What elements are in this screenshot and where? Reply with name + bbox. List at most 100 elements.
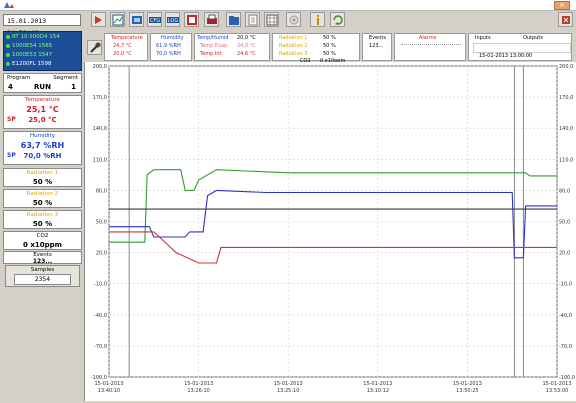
device-list[interactable]: RT 10.500D4 154 1000E54 1565 1000E53 154… bbox=[3, 31, 82, 71]
series-line-0 bbox=[109, 169, 557, 243]
humidity-value: 63,7 %RH bbox=[20, 141, 65, 150]
start-icon bbox=[95, 16, 102, 24]
samples-value: 2354 bbox=[14, 274, 71, 285]
y-tick-label-right: -100,0 bbox=[559, 375, 575, 381]
line-chart[interactable]: 200,0 200,0 170,0 170,0 140,0 140,0 110,0 110,0… bbox=[85, 62, 576, 401]
device-item[interactable]: RT 10.500D4 154 bbox=[6, 33, 60, 41]
radiation-3-panel[interactable]: Radiation 3 50 % bbox=[3, 210, 82, 229]
svg-text:CFG: CFG bbox=[150, 18, 160, 24]
x-tick-time: 13:25:10 bbox=[277, 388, 299, 394]
series-line-2 bbox=[109, 231, 557, 264]
co2-value: 0 x10ppm bbox=[23, 241, 62, 249]
temperature-setpoint: 25,0 °C bbox=[28, 116, 57, 124]
run-state: RUN bbox=[34, 83, 51, 91]
refresh-icon bbox=[333, 15, 343, 25]
humidity-panel[interactable]: Humidity 63,7 %RH SP 70,0 %RH bbox=[3, 131, 82, 165]
y-tick-label-right: 170,0 bbox=[559, 95, 573, 101]
status-dot bbox=[6, 61, 10, 66]
folder-button[interactable] bbox=[226, 12, 241, 27]
device-item[interactable]: 1000E53 1547 bbox=[6, 51, 52, 59]
header-co2-value: 0 x10ppm bbox=[320, 58, 346, 64]
x-tick-date: 15-01-2013 bbox=[542, 381, 571, 387]
y-tick-label-right: 20,0 bbox=[559, 251, 570, 257]
radiation-2-value: 50 % bbox=[32, 199, 53, 207]
y-tick-label: -40,0 bbox=[94, 313, 107, 319]
status-dot bbox=[6, 34, 10, 39]
start-button[interactable] bbox=[91, 12, 106, 27]
info-button[interactable] bbox=[310, 12, 325, 27]
chart-button[interactable] bbox=[110, 12, 125, 27]
y-tick-label: -10,0 bbox=[94, 282, 107, 288]
humidity-title: Humidity bbox=[30, 133, 55, 139]
y-tick-label-right: 50,0 bbox=[559, 220, 570, 226]
device-item-selected[interactable]: E1200FL 1598 bbox=[6, 60, 51, 68]
events-panel[interactable]: Events 123... bbox=[3, 251, 82, 265]
tools-button[interactable] bbox=[87, 40, 102, 55]
title-bar: ✕ bbox=[0, 0, 576, 11]
x-tick-date: 15-01-2013 bbox=[274, 381, 303, 387]
tools-icon bbox=[90, 42, 101, 53]
radiation-2-title: Radiation 2 bbox=[26, 191, 59, 197]
data-button[interactable] bbox=[129, 12, 144, 27]
info-icon bbox=[317, 15, 319, 25]
y-tick-label: 200,0 bbox=[93, 64, 107, 70]
settings-button[interactable] bbox=[286, 12, 301, 27]
header-alarms: Alarms bbox=[394, 33, 466, 61]
chart-area[interactable]: 200,0 200,0 170,0 170,0 140,0 140,0 110,0 110,0… bbox=[84, 62, 576, 401]
temperature-title: Temperature bbox=[25, 97, 60, 103]
events-title: Events bbox=[33, 252, 52, 258]
y-tick-label: -100,0 bbox=[91, 375, 107, 381]
y-tick-label-right: 80,0 bbox=[559, 188, 570, 194]
program-label: Program bbox=[7, 75, 31, 81]
exit-button[interactable] bbox=[558, 12, 573, 27]
y-tick-label-right: -10,0 bbox=[559, 282, 572, 288]
header-extra-temps: Temp/Humid Temp Evap Temp Int 20,0 °C 24… bbox=[194, 33, 270, 61]
y-tick-label: 110,0 bbox=[93, 157, 107, 163]
y-tick-label-right: 200,0 bbox=[559, 64, 573, 70]
radiation-1-panel[interactable]: Radiation 1 50 % bbox=[3, 168, 82, 187]
alarm-button[interactable] bbox=[184, 12, 199, 27]
log-button[interactable]: LOG bbox=[165, 12, 180, 27]
y-tick-label-right: 110,0 bbox=[559, 157, 573, 163]
radiation-1-value: 50 % bbox=[32, 178, 53, 186]
header-events: Events 123... bbox=[362, 33, 392, 61]
y-tick-label: 50,0 bbox=[96, 220, 107, 226]
io-indicators bbox=[473, 43, 571, 53]
chart-icon bbox=[112, 14, 124, 26]
cfg-button[interactable]: CFG bbox=[147, 12, 162, 27]
alarm-icon bbox=[187, 15, 197, 25]
radiation-2-panel[interactable]: Radiation 2 50 % bbox=[3, 189, 82, 208]
samples-panel[interactable]: Samples 2354 bbox=[5, 265, 80, 287]
export-icon bbox=[248, 14, 258, 26]
segment-value: 1 bbox=[71, 83, 76, 91]
co2-panel[interactable]: CO2 0 x10ppm bbox=[3, 231, 82, 250]
print-button[interactable] bbox=[204, 12, 219, 27]
humidity-setpoint: 70,0 %RH bbox=[23, 152, 62, 160]
x-tick-date: 15-01-2013 bbox=[94, 381, 123, 387]
x-tick-time: 13:53:00 bbox=[546, 388, 568, 394]
x-tick-time: 13:40:10 bbox=[98, 388, 120, 394]
export-button[interactable] bbox=[245, 12, 260, 27]
segment-label: Segment bbox=[53, 75, 78, 81]
close-window-button[interactable]: ✕ bbox=[554, 1, 570, 10]
radiation-3-value: 50 % bbox=[32, 220, 53, 228]
x-tick-time: 13:50:25 bbox=[456, 388, 478, 394]
device-item[interactable]: 1000E54 1565 bbox=[6, 42, 52, 50]
header-radiation: Radiation 1 Radiation 2 Radiation 3 50 %… bbox=[272, 33, 360, 61]
events-value: 123... bbox=[32, 258, 53, 265]
alarm-indicators bbox=[401, 44, 461, 45]
radiation-1-title: Radiation 1 bbox=[26, 170, 59, 176]
temperature-value: 25,1 °C bbox=[26, 105, 59, 114]
header-temperature: Temperature 24,7 °C 20,0 °C bbox=[104, 33, 148, 61]
radiation-3-title: Radiation 3 bbox=[26, 212, 59, 218]
refresh-button[interactable] bbox=[330, 12, 345, 27]
grid-button[interactable] bbox=[264, 12, 279, 27]
svg-text:LOG: LOG bbox=[168, 18, 179, 24]
temperature-panel[interactable]: Temperature 25,1 °C SP 25,0 °C bbox=[3, 95, 82, 129]
x-tick-date: 15-01-2013 bbox=[184, 381, 213, 387]
y-tick-label-right: 140,0 bbox=[559, 126, 573, 132]
x-tick-time: 13:10:12 bbox=[367, 388, 389, 394]
folder-icon bbox=[229, 16, 239, 25]
exit-icon bbox=[562, 16, 570, 24]
header-co2-label: CO2 bbox=[300, 58, 311, 64]
